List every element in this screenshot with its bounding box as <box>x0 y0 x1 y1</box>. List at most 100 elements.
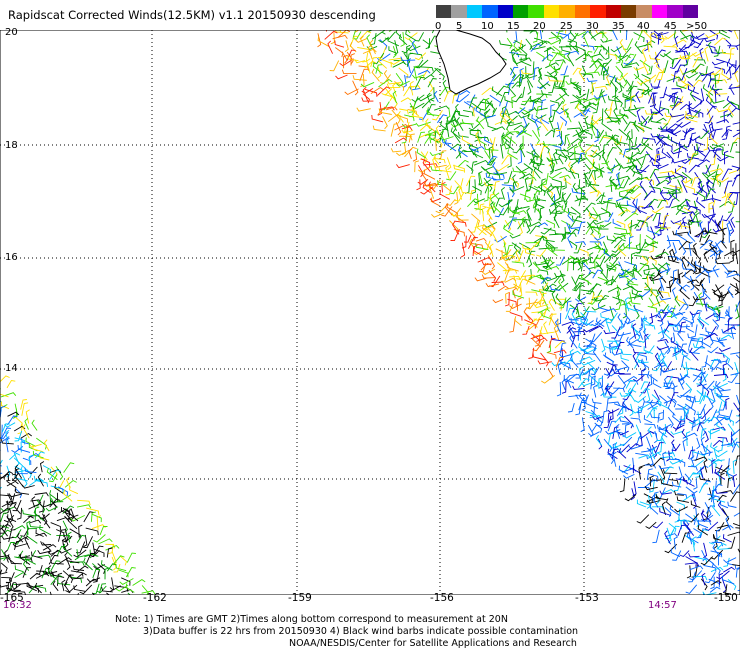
wind-barb <box>645 436 652 452</box>
wind-barb <box>528 347 535 359</box>
wind-barb <box>542 140 557 146</box>
wind-barb <box>501 132 510 143</box>
wind-barb <box>615 175 631 180</box>
wind-barb <box>603 368 614 376</box>
wind-barb <box>729 83 735 96</box>
wind-barb <box>334 40 345 48</box>
wind-barb <box>401 45 413 54</box>
wind-barb <box>724 584 728 595</box>
wind-barb <box>711 99 725 104</box>
wind-barb <box>522 325 530 335</box>
wind-barb <box>662 451 667 466</box>
wind-barb <box>636 499 647 508</box>
wind-barb <box>42 570 58 575</box>
wind-barb <box>653 227 666 236</box>
wind-barb <box>379 58 392 68</box>
wind-barb <box>431 212 445 218</box>
wind-barb <box>578 306 590 318</box>
wind-barb <box>558 278 567 293</box>
wind-barb <box>595 249 609 260</box>
wind-barb <box>595 434 603 446</box>
wind-barb <box>702 84 714 96</box>
wind-barb <box>674 457 686 467</box>
wind-barb <box>578 277 589 286</box>
wind-barb <box>85 527 99 536</box>
wind-barb <box>598 375 603 389</box>
wind-barb <box>668 93 677 102</box>
wind-barb <box>584 152 594 166</box>
wind-barb <box>537 126 542 137</box>
wind-barb <box>615 341 625 354</box>
wind-barb <box>704 521 719 531</box>
wind-barb <box>472 245 478 257</box>
wind-barb <box>715 381 725 391</box>
wind-barb <box>519 57 532 62</box>
wind-barb <box>631 289 643 298</box>
wind-barb <box>548 313 557 326</box>
wind-barb <box>642 270 650 279</box>
wind-barb <box>604 385 613 396</box>
wind-barb <box>536 249 547 257</box>
wind-barb <box>614 95 619 111</box>
wind-barb <box>569 40 580 53</box>
wind-barb <box>438 166 452 173</box>
wind-barb <box>711 541 724 547</box>
wind-barb <box>732 132 740 138</box>
wind-barb <box>458 146 468 158</box>
wind-barb <box>567 52 575 67</box>
wind-barb <box>676 389 691 399</box>
wind-barb <box>732 122 740 125</box>
wind-barb <box>580 186 586 200</box>
wind-barb <box>544 283 557 291</box>
wind-barb <box>22 567 31 578</box>
wind-barb <box>356 107 371 112</box>
wind-barb <box>558 348 564 362</box>
wind-barb <box>575 179 581 191</box>
wind-barb <box>631 252 636 265</box>
wind-barb <box>450 110 460 123</box>
wind-barb <box>697 368 703 381</box>
wind-barb <box>718 490 734 495</box>
wind-barb <box>673 536 678 550</box>
wind-barb <box>13 525 26 531</box>
wind-barb <box>31 551 43 559</box>
wind-barb <box>727 317 733 332</box>
wind-barb <box>428 81 434 93</box>
wind-barb <box>533 304 549 309</box>
wind-barb <box>591 415 604 421</box>
wind-barb <box>663 452 676 457</box>
wind-barb <box>705 93 713 104</box>
wind-barb <box>566 136 571 149</box>
wind-barb <box>614 96 623 108</box>
wind-barb <box>510 67 516 79</box>
wind-barb <box>619 192 631 200</box>
wind-barb <box>610 178 615 192</box>
wind-barb <box>733 277 740 283</box>
wind-barb <box>584 51 593 60</box>
wind-barb <box>392 61 407 68</box>
wind-barb <box>725 309 733 320</box>
wind-barb <box>676 64 685 74</box>
wind-barb <box>686 523 695 536</box>
wind-barb <box>684 272 694 283</box>
wind-barb <box>605 46 610 61</box>
wind-barb <box>433 154 440 165</box>
wind-barb <box>676 496 689 503</box>
wind-barb <box>597 60 607 74</box>
wind-barb <box>628 156 636 171</box>
wind-barb <box>511 95 516 109</box>
wind-barb <box>420 158 431 167</box>
wind-barb <box>76 504 92 509</box>
wind-barb <box>614 441 622 454</box>
wind-barb <box>7 415 18 426</box>
wind-barb <box>567 32 579 43</box>
wind-barb <box>702 383 707 395</box>
wind-barb <box>617 370 631 375</box>
wind-barb <box>653 71 664 83</box>
wind-barb <box>519 143 526 158</box>
wind-barb <box>707 331 714 346</box>
wind-barb <box>51 571 65 578</box>
wind-barb <box>532 202 542 214</box>
wind-barb <box>360 81 375 88</box>
wind-barb <box>702 164 712 174</box>
